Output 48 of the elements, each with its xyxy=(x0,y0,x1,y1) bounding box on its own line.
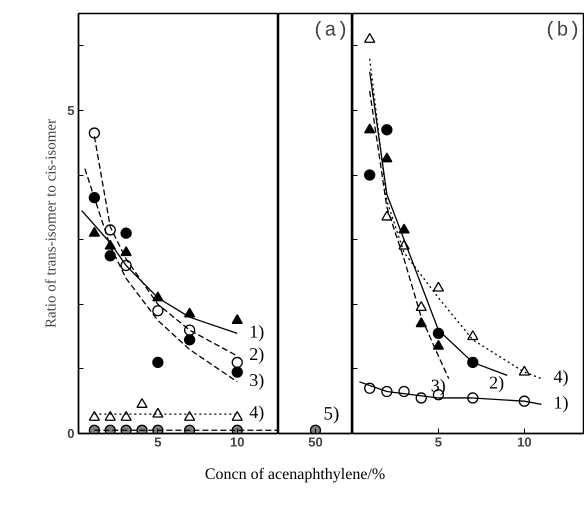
point xyxy=(416,301,427,312)
point xyxy=(88,192,100,204)
x-tick-label: 10 xyxy=(517,434,532,450)
x-tick-label: 10 xyxy=(230,434,244,450)
series-label: 3) xyxy=(249,370,264,390)
series-label: 4) xyxy=(249,402,264,422)
point xyxy=(364,169,376,181)
line-series xyxy=(84,168,238,382)
point xyxy=(364,123,376,134)
point xyxy=(88,410,100,421)
point xyxy=(184,334,196,346)
point xyxy=(104,250,116,262)
series-label: 4) xyxy=(554,366,569,387)
point xyxy=(232,314,243,324)
point xyxy=(467,330,478,340)
x-tick-label: 5 xyxy=(434,434,442,450)
y-axis-title: Ratio of trans-isomer to cis-isomer xyxy=(43,118,60,328)
point xyxy=(120,228,132,239)
point xyxy=(432,282,444,292)
series-label: 5) xyxy=(324,403,340,424)
point xyxy=(120,246,132,256)
chart-title: (a) xyxy=(312,20,349,42)
series-label: 1) xyxy=(249,321,264,342)
point xyxy=(232,366,243,378)
x-axis-title: Concn of acenaphthylene/% xyxy=(204,465,386,485)
point xyxy=(152,305,164,316)
x-tick-label: 5 xyxy=(154,434,162,450)
point xyxy=(104,410,116,421)
point xyxy=(518,366,530,376)
point xyxy=(120,410,132,421)
point xyxy=(88,226,100,237)
point xyxy=(232,356,243,368)
point xyxy=(398,224,410,234)
point xyxy=(184,410,196,421)
y-tick-label: 0 xyxy=(67,426,75,441)
chart-title: (b) xyxy=(544,20,581,42)
point xyxy=(136,398,148,408)
point xyxy=(88,127,100,139)
point xyxy=(381,152,393,162)
series-label: 2) xyxy=(249,344,264,364)
point xyxy=(152,356,164,368)
series-label: 1) xyxy=(554,392,569,412)
series-label: 2) xyxy=(489,372,504,392)
point xyxy=(381,124,393,136)
x-tick-label: 50 xyxy=(308,434,323,450)
point xyxy=(364,32,376,43)
point xyxy=(232,410,243,421)
point xyxy=(432,340,444,350)
